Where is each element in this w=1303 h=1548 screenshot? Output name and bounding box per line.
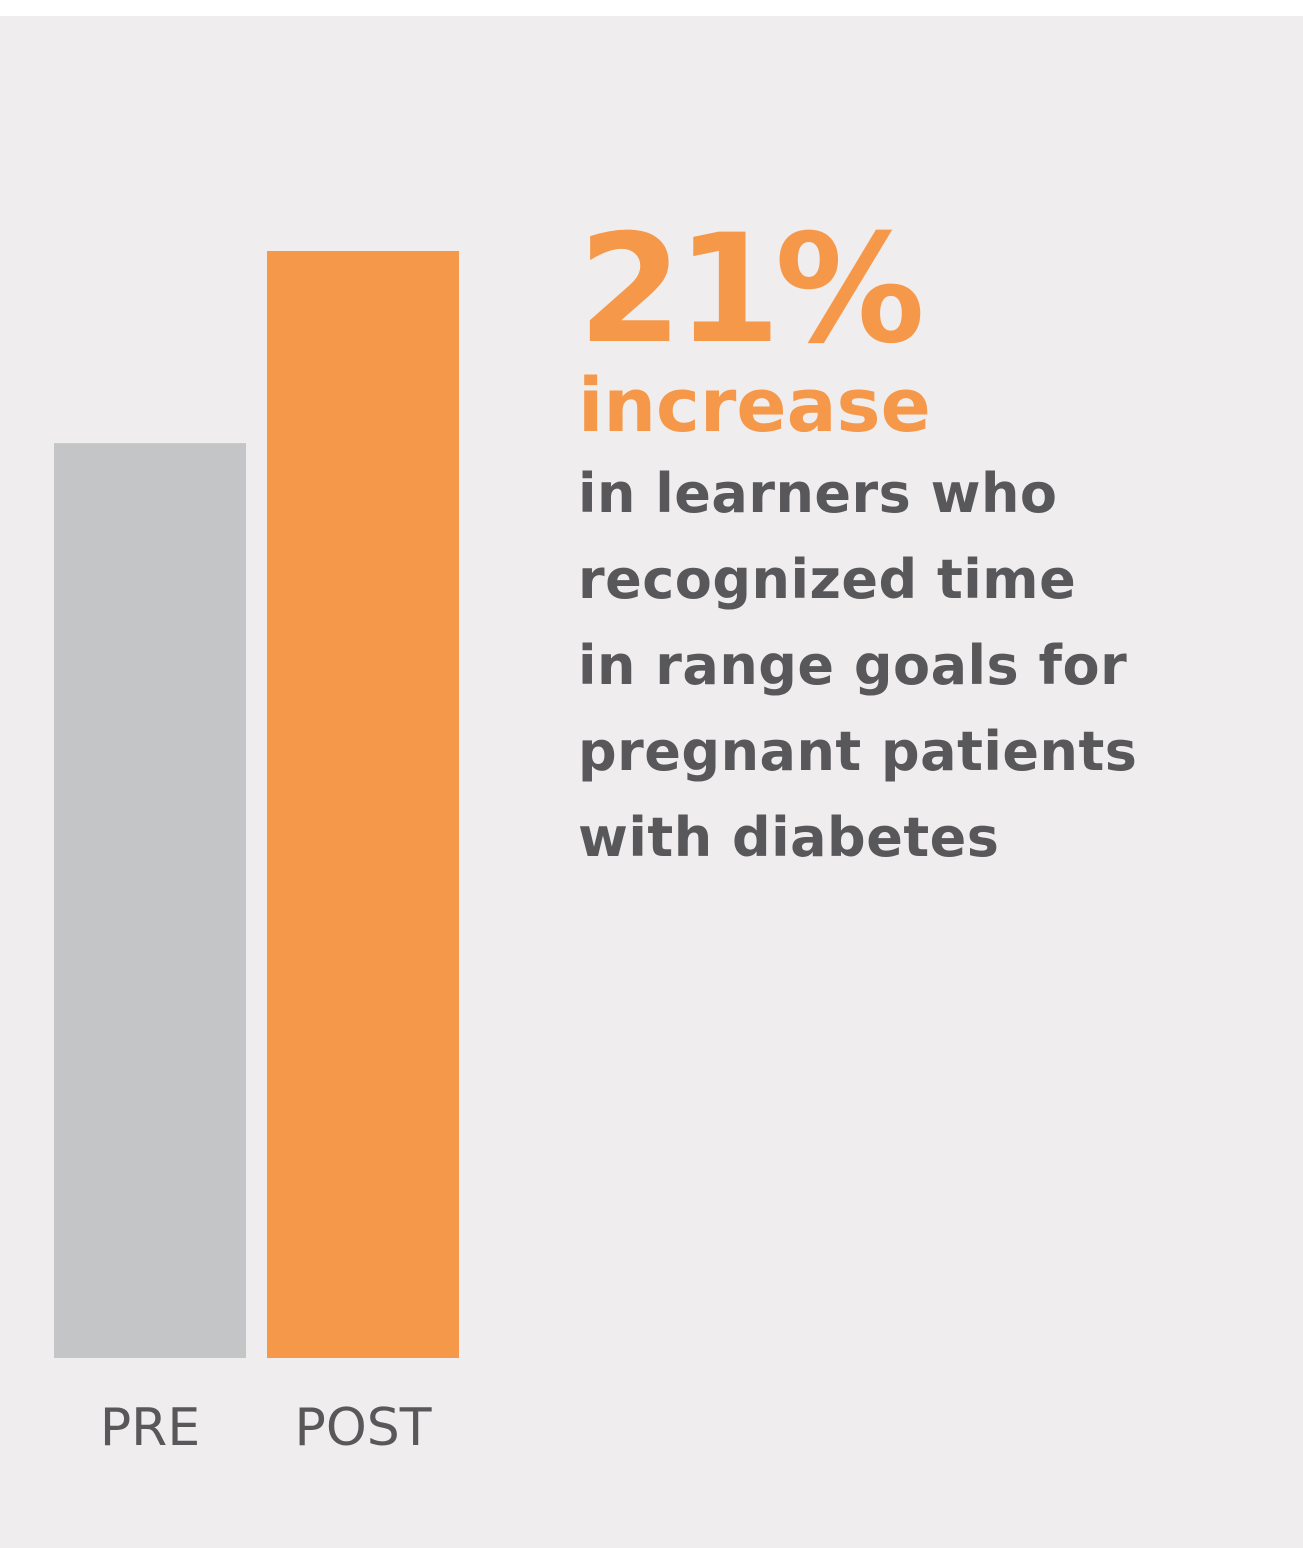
description-line: in range goals for (578, 634, 1128, 697)
category-label-post: POST (294, 1398, 431, 1458)
bar-pre (54, 443, 246, 1358)
stat-highlight: increase (578, 363, 931, 449)
stat-description: in learners who recognized time in range… (578, 451, 1278, 881)
description-line: pregnant patients (578, 720, 1138, 783)
description-line: with diabetes (578, 806, 1000, 869)
category-label-pre: PRE (100, 1398, 200, 1458)
description-line: recognized time (578, 548, 1077, 611)
description-line: in learners who (578, 462, 1058, 525)
stat-block: 21% increase in learners who recognized … (578, 205, 1278, 881)
stat-value: 21% (578, 203, 925, 377)
bar-post (267, 251, 459, 1358)
